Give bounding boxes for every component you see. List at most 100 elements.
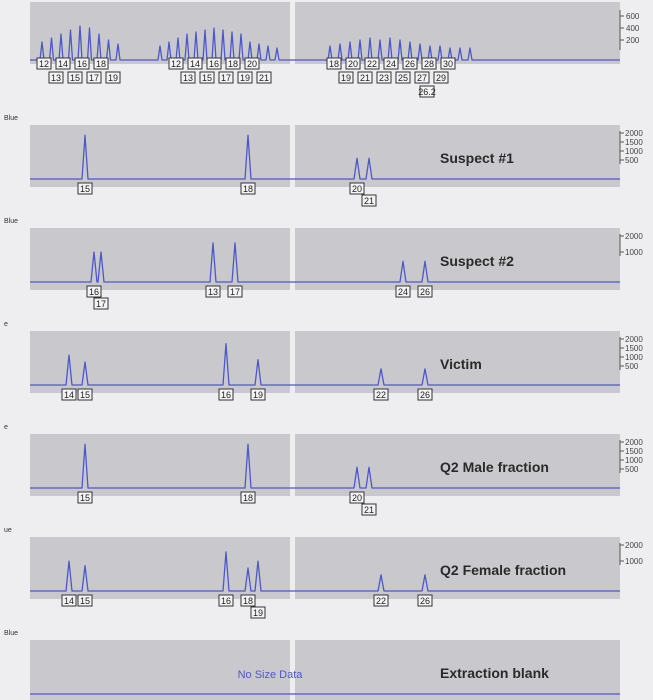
allele-call-label: 18 [243, 493, 253, 503]
ladder-allele-label: 12 [39, 59, 49, 69]
ladder-allele-label: 19 [240, 73, 250, 83]
allele-call-box [218, 388, 234, 401]
ladder-allele-box [338, 71, 354, 84]
y-scale-label: 2000 [625, 129, 643, 138]
ladder-allele-label: 14 [58, 59, 68, 69]
allele-call-label: 22 [376, 390, 386, 400]
allele-call-box [218, 594, 234, 607]
panel-segment [295, 640, 620, 700]
ladder-allele-label: 18 [96, 59, 106, 69]
dye-label: e [4, 424, 8, 431]
ladder-allele-label: 13 [183, 73, 193, 83]
ladder-allele-label: 20 [348, 59, 358, 69]
y-scale-label: 500 [625, 156, 639, 165]
ladder-allele-box [357, 71, 373, 84]
ladder-allele-box [67, 71, 83, 84]
y-scale-label: 1500 [625, 447, 643, 456]
ladder-allele-label: 16 [209, 59, 219, 69]
ladder-allele-box [93, 57, 109, 70]
ladder-allele-label: 17 [89, 73, 99, 83]
ladder-allele-box [376, 71, 392, 84]
panel-segment [295, 125, 620, 187]
sample-name: Q2 Female fraction [440, 562, 566, 578]
allele-call-label: 26 [420, 287, 430, 297]
ladder-allele-box [433, 71, 449, 84]
panel-segment [295, 331, 620, 393]
ladder-allele-box [206, 57, 222, 70]
y-scale-label: 1000 [625, 248, 643, 257]
ladder-allele-label: 26.2 [418, 87, 436, 97]
ladder-allele-box [86, 71, 102, 84]
ladder-allele-label: 19 [108, 73, 118, 83]
allele-call-box [373, 594, 389, 607]
panel-segment [150, 331, 290, 393]
allele-call-box [250, 606, 266, 619]
ladder-allele-box [48, 71, 64, 84]
ladder-allele-label: 29 [436, 73, 446, 83]
allele-call-box [417, 594, 433, 607]
allele-call-box [250, 388, 266, 401]
sample-name: Q2 Male fraction [440, 459, 549, 475]
allele-call-box [361, 194, 377, 207]
ladder-allele-box [218, 71, 234, 84]
ladder-allele-label: 18 [228, 59, 238, 69]
ladder-allele-label: 30 [443, 59, 453, 69]
ladder-panel-segment [30, 2, 155, 64]
sample-trace [30, 342, 620, 386]
sample-trace [30, 134, 620, 180]
ladder-allele-label: 23 [379, 73, 389, 83]
panel-segment [295, 537, 620, 599]
ladder-allele-label: 28 [424, 59, 434, 69]
allele-call-box [77, 182, 93, 195]
ladder-allele-box [440, 57, 456, 70]
ladder-allele-label: 15 [70, 73, 80, 83]
allele-call-box [395, 285, 411, 298]
y-scale-label: 500 [625, 465, 639, 474]
allele-call-box [77, 594, 93, 607]
allele-call-box [205, 285, 221, 298]
ladder-allele-box [414, 71, 430, 84]
ladder-allele-label: 15 [202, 73, 212, 83]
allele-call-label: 13 [208, 287, 218, 297]
allele-call-box [373, 388, 389, 401]
ladder-allele-label: 18 [329, 59, 339, 69]
ladder-allele-label: 17 [221, 73, 231, 83]
ladder-allele-label: 21 [360, 73, 370, 83]
ladder-allele-box [74, 57, 90, 70]
sample-trace [30, 443, 620, 489]
y-scale-label: 2000 [625, 541, 643, 550]
ladder-scale-label: 200 [626, 36, 640, 45]
allele-call-box [349, 182, 365, 195]
ladder-allele-box [55, 57, 71, 70]
allele-call-label: 16 [221, 596, 231, 606]
ladder-allele-box [105, 71, 121, 84]
allele-call-label: 24 [398, 287, 408, 297]
sample-panel: Blue 16 17 13 17 24 26 Suspect #2 2000 1000 [4, 218, 643, 310]
panel-segment [150, 640, 290, 700]
allele-call-box [86, 285, 102, 298]
y-scale-label: 1000 [625, 353, 643, 362]
allele-call-box [77, 388, 93, 401]
ladder-allele-box [36, 57, 52, 70]
dye-label: ue [4, 527, 12, 534]
y-scale-label: 1000 [625, 557, 643, 566]
y-scale-label: 2000 [625, 232, 643, 241]
allele-call-label: 16 [221, 390, 231, 400]
y-scale-label: 1500 [625, 344, 643, 353]
allele-call-label: 20 [352, 493, 362, 503]
panel-segment [150, 537, 290, 599]
allele-call-label: 19 [253, 608, 263, 618]
panel-segment [295, 434, 620, 496]
ladder-allele-label: 27 [417, 73, 427, 83]
allele-call-box [240, 491, 256, 504]
allele-call-box [349, 491, 365, 504]
ladder-allele-box [237, 71, 253, 84]
ladder-allele-label: 13 [51, 73, 61, 83]
y-scale-label: 500 [625, 362, 639, 371]
ladder-allele-label: 16 [77, 59, 87, 69]
ladder-allele-label: 14 [190, 59, 200, 69]
